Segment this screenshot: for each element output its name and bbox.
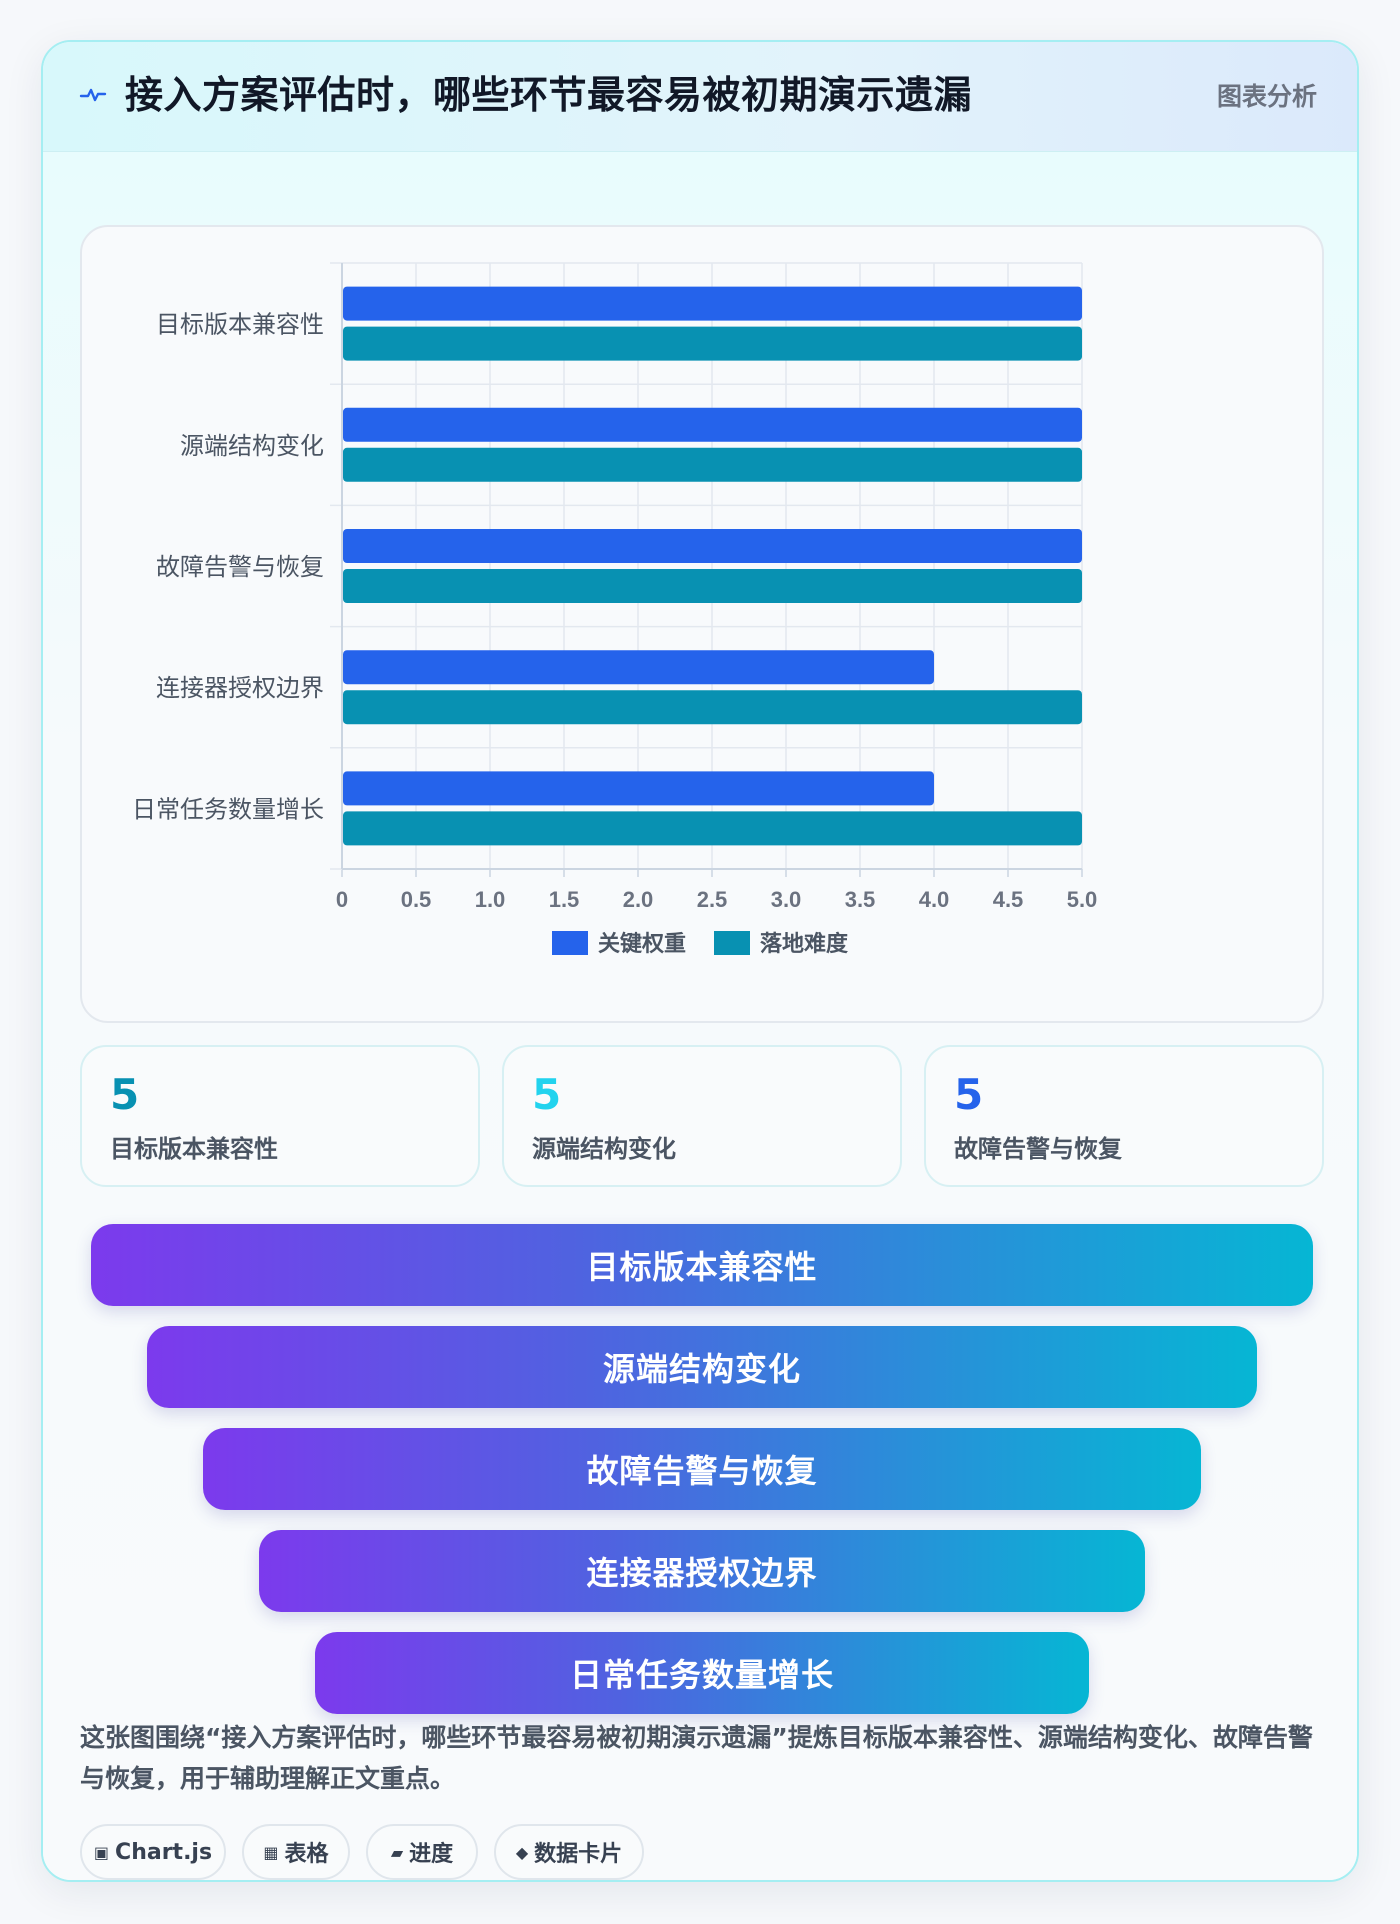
tag-icon: ▣ bbox=[93, 1842, 110, 1862]
funnel-step: 连接器授权边界 bbox=[259, 1530, 1145, 1612]
y-category-label: 日常任务数量增长 bbox=[132, 795, 324, 823]
tag-chip[interactable]: ▣ Chart.js bbox=[80, 1824, 226, 1880]
tag-icon: ◆ bbox=[515, 1842, 529, 1862]
stat-card: 5 故障告警与恢复 bbox=[924, 1045, 1324, 1187]
tag-icon: ▦ bbox=[263, 1842, 279, 1862]
bar-difficulty bbox=[343, 569, 1082, 603]
stat-card: 5 源端结构变化 bbox=[502, 1045, 902, 1187]
bar-difficulty bbox=[343, 326, 1082, 361]
bar-chart: 0 0.5 1.0 1.5 2.0 2.5 3.0 3.5 4.0 4.5 5.0 目标版本兼容性源端… bbox=[132, 262, 1098, 957]
funnel: 目标版本兼容性 源端结构变化 故障告警与恢复 连接器授权边界 日常任务数量增长 bbox=[43, 1212, 1357, 1714]
chart-analysis-badge: 图表分析 bbox=[1216, 82, 1317, 111]
stat-value: 5 bbox=[532, 1070, 562, 1119]
tag-label: 进度 bbox=[409, 1842, 454, 1867]
y-category-label: 源端结构变化 bbox=[180, 432, 324, 460]
tag-chip[interactable]: ▦ 表格 bbox=[242, 1824, 350, 1880]
funnel-step: 源端结构变化 bbox=[147, 1326, 1257, 1408]
x-tick-label: 2.5 bbox=[697, 887, 728, 912]
funnel-step: 日常任务数量增长 bbox=[315, 1632, 1089, 1714]
bar-difficulty bbox=[343, 447, 1082, 482]
stat-label: 目标版本兼容性 bbox=[110, 1135, 278, 1163]
card-header: 接入方案评估时，哪些环节最容易被初期演示遗漏 图表分析 bbox=[43, 42, 1357, 152]
funnel-step: 故障告警与恢复 bbox=[203, 1428, 1201, 1510]
x-tick-label: 3.5 bbox=[845, 887, 876, 912]
stat-cards: 5 目标版本兼容性 5 源端结构变化 5 故障告警与恢复 bbox=[80, 1045, 1324, 1187]
x-tick-label: 4.0 bbox=[919, 887, 950, 912]
tag-label: 表格 bbox=[284, 1842, 329, 1867]
x-tick-label: 2.0 bbox=[623, 887, 654, 912]
x-tick-label: 3.0 bbox=[771, 887, 802, 912]
stat-value: 5 bbox=[954, 1070, 984, 1119]
legend-label: 关键权重 bbox=[598, 931, 686, 957]
tag-label: 数据卡片 bbox=[534, 1842, 623, 1867]
bar-difficulty bbox=[343, 690, 1082, 725]
bar-difficulty bbox=[343, 811, 1082, 846]
legend-swatch bbox=[714, 931, 750, 955]
bar-chart-panel: 0 0.5 1.0 1.5 2.0 2.5 3.0 3.5 4.0 4.5 5.0 目标版本兼容性源端… bbox=[80, 225, 1324, 1023]
x-tick-label: 1.5 bbox=[549, 887, 580, 912]
bar-weight bbox=[343, 286, 1082, 321]
stat-card: 5 目标版本兼容性 bbox=[80, 1045, 480, 1187]
bar-weight bbox=[343, 650, 934, 685]
y-category-label: 故障告警与恢复 bbox=[156, 553, 324, 581]
tag-chip[interactable]: ◆ 数据卡片 bbox=[494, 1824, 644, 1880]
x-tick-label: 4.5 bbox=[993, 887, 1024, 912]
bar-weight bbox=[343, 529, 1082, 563]
y-category-label: 目标版本兼容性 bbox=[156, 311, 324, 339]
chart-card: 接入方案评估时，哪些环节最容易被初期演示遗漏 图表分析 0 0.5 1.0 1.5 2.… bbox=[41, 40, 1359, 1882]
legend-swatch bbox=[552, 931, 588, 955]
tag-chip[interactable]: ▰ 进度 bbox=[366, 1824, 478, 1880]
legend-label: 落地难度 bbox=[760, 931, 849, 957]
x-tick-label: 1.0 bbox=[475, 887, 506, 912]
tag-label: Chart.js bbox=[115, 1839, 213, 1865]
page-title: 接入方案评估时，哪些环节最容易被初期演示遗漏 bbox=[125, 73, 973, 117]
chart-description: 这张图围绕“接入方案评估时，哪些环节最容易被初期演示遗漏”提炼目标版本兼容性、源… bbox=[80, 1723, 1313, 1793]
stat-label: 故障告警与恢复 bbox=[954, 1135, 1122, 1163]
card-content: 0 0.5 1.0 1.5 2.0 2.5 3.0 3.5 4.0 4.5 5.0 目标版本兼容性 源端… bbox=[43, 152, 1357, 1880]
x-tick-label: 5.0 bbox=[1067, 887, 1098, 912]
x-tick-label: 0.5 bbox=[401, 887, 432, 912]
y-category-label: 连接器授权边界 bbox=[156, 674, 324, 702]
stat-value: 5 bbox=[110, 1070, 140, 1119]
bar-weight bbox=[343, 407, 1082, 442]
bar-weight bbox=[343, 771, 934, 806]
pulse-icon bbox=[79, 88, 107, 102]
funnel-step: 目标版本兼容性 bbox=[91, 1224, 1313, 1306]
tag-icon: ▰ bbox=[390, 1842, 404, 1862]
x-tick-label: 0 bbox=[336, 887, 348, 912]
stat-label: 源端结构变化 bbox=[532, 1135, 676, 1163]
